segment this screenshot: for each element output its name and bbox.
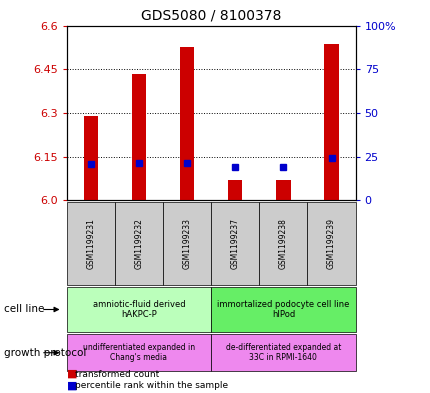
Bar [211,202,259,285]
Text: percentile rank within the sample: percentile rank within the sample [75,382,228,390]
Bar [259,202,307,285]
Text: undifferentiated expanded in
Chang's media: undifferentiated expanded in Chang's med… [83,343,195,362]
Text: GSM1199239: GSM1199239 [326,218,335,269]
Bar [132,73,146,200]
Bar [227,180,242,200]
Bar [67,202,115,285]
Text: GSM1199237: GSM1199237 [230,218,239,269]
Title: GDS5080 / 8100378: GDS5080 / 8100378 [141,9,281,23]
Bar [323,44,338,200]
Bar [163,202,211,285]
Bar [211,287,355,332]
Bar [211,334,355,371]
Text: amniotic-fluid derived
hAKPC-P: amniotic-fluid derived hAKPC-P [92,300,185,319]
Bar [67,334,211,371]
Bar [307,202,355,285]
Text: cell line: cell line [4,305,45,314]
Text: growth protocol: growth protocol [4,348,86,358]
Text: transformed count: transformed count [75,370,159,378]
Bar [83,116,98,200]
Text: GSM1199231: GSM1199231 [86,218,95,269]
Bar [67,287,211,332]
Bar [115,202,163,285]
Text: GSM1199238: GSM1199238 [278,218,287,269]
Text: immortalized podocyte cell line
hIPod: immortalized podocyte cell line hIPod [217,300,349,319]
Bar [276,180,290,200]
Bar [179,48,194,200]
Text: GSM1199233: GSM1199233 [182,218,191,269]
Text: GSM1199232: GSM1199232 [134,218,143,269]
Text: de-differentiated expanded at
33C in RPMI-1640: de-differentiated expanded at 33C in RPM… [225,343,340,362]
Text: ■: ■ [67,369,77,379]
Text: ■: ■ [67,381,77,391]
